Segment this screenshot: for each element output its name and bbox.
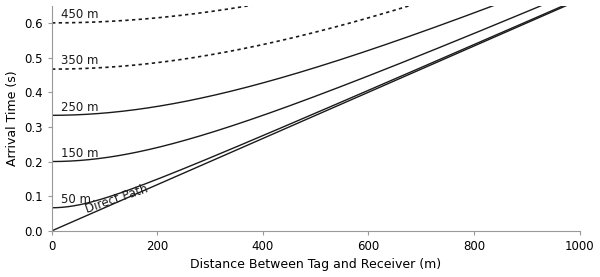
Text: 350 m: 350 m <box>61 54 98 67</box>
Text: 250 m: 250 m <box>61 101 99 114</box>
X-axis label: Distance Between Tag and Receiver (m): Distance Between Tag and Receiver (m) <box>190 258 441 271</box>
Text: 450 m: 450 m <box>61 8 99 21</box>
Y-axis label: Arrival Time (s): Arrival Time (s) <box>5 70 19 166</box>
Text: 50 m: 50 m <box>61 193 91 206</box>
Text: 150 m: 150 m <box>61 147 99 160</box>
Text: Direct Path: Direct Path <box>83 183 149 216</box>
